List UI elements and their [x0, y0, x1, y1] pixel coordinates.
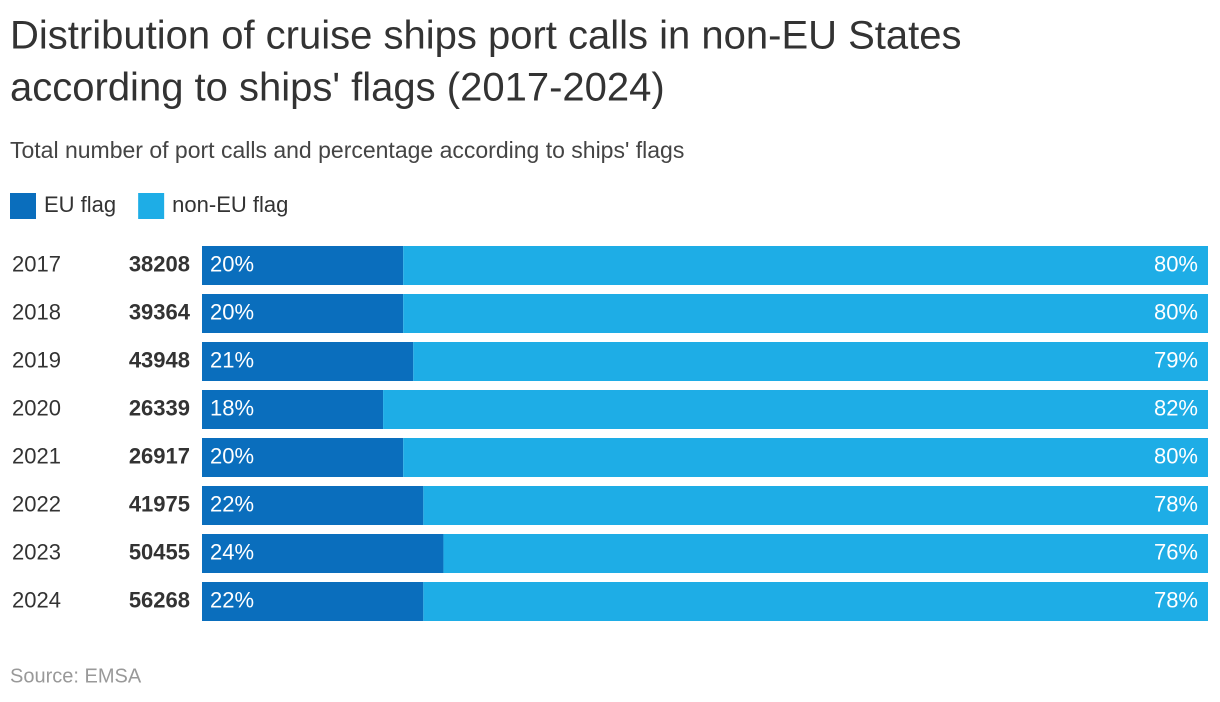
data-label: 80%: [1154, 251, 1198, 276]
total-label: 38208: [129, 251, 190, 276]
data-label: 20%: [210, 443, 254, 468]
legend-label: EU flag: [44, 192, 116, 217]
total-label: 56268: [129, 587, 190, 612]
data-label: 78%: [1154, 587, 1198, 612]
bar-segment: [383, 390, 1209, 429]
bar-segment: [423, 582, 1208, 621]
data-label: 20%: [210, 251, 254, 276]
data-label: 76%: [1154, 539, 1198, 564]
chart-subtitle: Total number of port calls and percentag…: [10, 137, 684, 163]
y-tick-label: 2024: [12, 587, 61, 612]
data-label: 79%: [1154, 347, 1198, 372]
y-tick-label: 2021: [12, 443, 61, 468]
data-label: 80%: [1154, 299, 1198, 324]
data-label: 22%: [210, 491, 254, 516]
y-tick-label: 2023: [12, 539, 61, 564]
bar-segment: [443, 534, 1208, 573]
y-tick-label: 2022: [12, 491, 61, 516]
total-label: 41975: [129, 491, 190, 516]
bar-segment: [202, 486, 424, 525]
bar-segment: [403, 294, 1208, 333]
bar-segment: [423, 486, 1208, 525]
bar-segment: [202, 390, 384, 429]
bar-segment: [202, 582, 424, 621]
source: Source: EMSA: [10, 665, 142, 687]
y-tick-label: 2017: [12, 251, 61, 276]
chart-title: according to ships' flags (2017-2024): [10, 66, 665, 110]
total-label: 26339: [129, 395, 190, 420]
data-label: 78%: [1154, 491, 1198, 516]
bar-segment: [202, 534, 444, 573]
data-label: 18%: [210, 395, 254, 420]
legend-swatch: [138, 193, 165, 219]
total-label: 43948: [129, 347, 190, 372]
total-label: 50455: [129, 539, 190, 564]
total-label: 26917: [129, 443, 190, 468]
total-label: 39364: [129, 299, 191, 324]
bar-segment: [202, 246, 404, 285]
data-label: 82%: [1154, 395, 1198, 420]
bar-segment: [202, 438, 404, 477]
y-tick-label: 2019: [12, 347, 61, 372]
data-label: 20%: [210, 299, 254, 324]
bar-segment: [413, 342, 1208, 381]
bar-segment: [202, 294, 404, 333]
bar-segment: [403, 246, 1208, 285]
bar-segment: [202, 342, 414, 381]
chart-title: Distribution of cruise ships port calls …: [10, 14, 962, 58]
data-label: 22%: [210, 587, 254, 612]
data-label: 21%: [210, 347, 254, 372]
y-tick-label: 2020: [12, 395, 61, 420]
data-label: 80%: [1154, 443, 1198, 468]
legend-swatch: [10, 193, 36, 219]
bar-segment: [403, 438, 1208, 477]
data-label: 24%: [210, 539, 254, 564]
legend-label: non-EU flag: [172, 192, 288, 217]
y-tick-label: 2018: [12, 299, 61, 324]
